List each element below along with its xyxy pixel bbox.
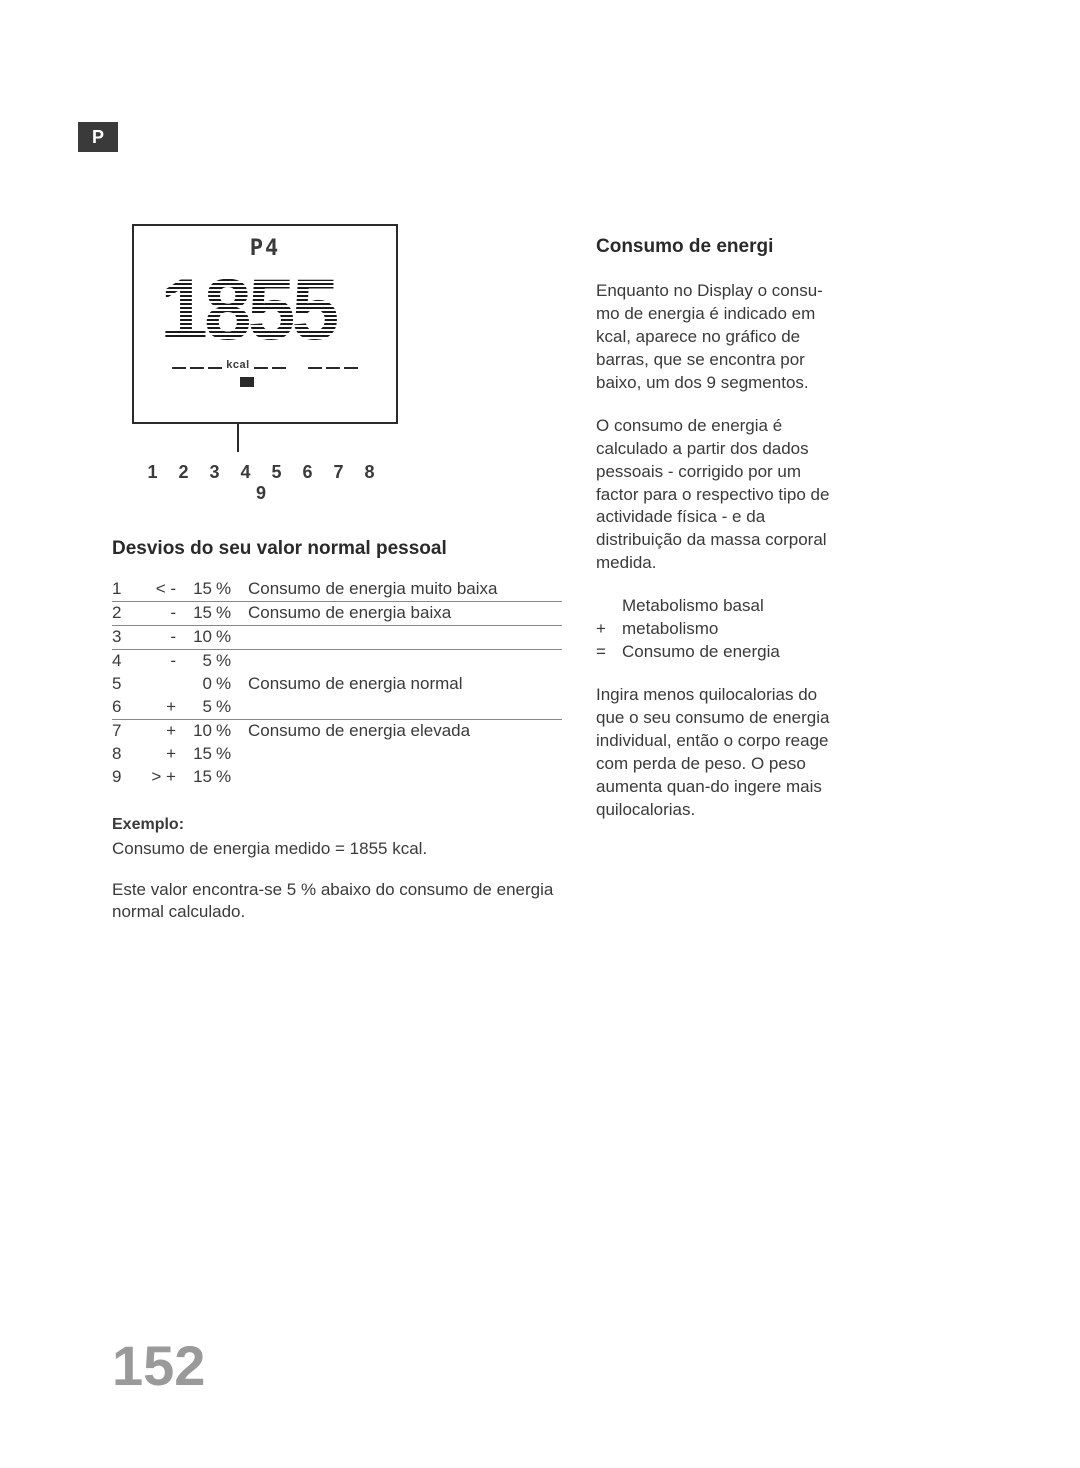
right-column: Consumo de energi Enquanto no Display o … (596, 236, 836, 842)
display-mode-label: P4 (134, 236, 396, 261)
row-description (240, 650, 562, 673)
deviation-heading: Desvios do seu valor normal pessoal (112, 538, 562, 560)
row-index: 7 (112, 720, 138, 743)
display-pointer (237, 422, 239, 452)
row-number: 0 (180, 673, 212, 696)
table-row: 2-15%Consumo de energia baixa (112, 602, 562, 626)
row-number: 15 (180, 766, 212, 789)
right-heading: Consumo de energi (596, 236, 836, 258)
row-percent: % (212, 766, 240, 789)
language-badge: P (78, 122, 118, 152)
row-percent: % (212, 578, 240, 601)
right-paragraph-2: O consumo de energia é calculado a parti… (596, 415, 836, 576)
row-sign: > + (138, 766, 180, 789)
row-number: 10 (180, 626, 212, 649)
row-sign (138, 673, 180, 696)
row-description: Consumo de energia baixa (240, 602, 562, 625)
row-description (240, 696, 562, 719)
row-percent: % (212, 602, 240, 625)
row-percent: % (212, 720, 240, 743)
display-value: 1855 (134, 267, 396, 353)
table-row: 9> +15% (112, 766, 562, 789)
row-description: Consumo de energia muito baixa (240, 578, 562, 601)
row-percent: % (212, 673, 240, 696)
segment-numbers: 1 2 3 4 5 6 7 8 9 (132, 462, 398, 504)
row-description: Consumo de energia elevada (240, 720, 562, 743)
example-line1: Consumo de energia medido = 1855 kcal. (112, 838, 562, 860)
display-bar-top: kcal (134, 359, 396, 371)
table-row: 6+5% (112, 696, 562, 720)
table-row: 1< -15%Consumo de energia muito baixa (112, 578, 562, 602)
row-sign: - (138, 602, 180, 625)
filled-segment (240, 377, 254, 387)
row-number: 15 (180, 578, 212, 601)
row-number: 5 (180, 696, 212, 719)
row-index: 1 (112, 578, 138, 601)
row-sign: + (138, 696, 180, 719)
row-index: 3 (112, 626, 138, 649)
deviation-table: 1< -15%Consumo de energia muito baixa2-1… (112, 578, 562, 788)
row-index: 9 (112, 766, 138, 789)
row-number: 15 (180, 743, 212, 766)
row-index: 4 (112, 650, 138, 673)
row-number: 10 (180, 720, 212, 743)
row-description: Consumo de energia normal (240, 673, 562, 696)
example-label: Exemplo: (112, 816, 562, 834)
row-description (240, 766, 562, 789)
table-row: 8+15% (112, 743, 562, 766)
formula-op-3: = (596, 641, 622, 664)
formula-op-2: + (596, 618, 622, 641)
formula-text-1: Metabolismo basal (622, 595, 764, 618)
row-percent: % (212, 696, 240, 719)
row-description (240, 626, 562, 649)
display-bar-segments (134, 377, 396, 387)
table-row: 4-5% (112, 650, 562, 673)
formula-text-3: Consumo de energia (622, 641, 780, 664)
row-number: 15 (180, 602, 212, 625)
page-number: 152 (112, 1333, 205, 1398)
row-percent: % (212, 650, 240, 673)
formula-op-1 (596, 595, 622, 618)
row-index: 5 (112, 673, 138, 696)
row-index: 8 (112, 743, 138, 766)
table-row: 7+10%Consumo de energia elevada (112, 720, 562, 743)
row-percent: % (212, 626, 240, 649)
right-paragraph-1: Enquanto no Display o consu-mo de energi… (596, 280, 836, 395)
row-sign: - (138, 650, 180, 673)
row-sign: < - (138, 578, 180, 601)
row-index: 6 (112, 696, 138, 719)
row-sign: + (138, 720, 180, 743)
right-paragraph-3: Ingira menos quilocalorias do que o seu … (596, 684, 836, 822)
row-index: 2 (112, 602, 138, 625)
row-sign: + (138, 743, 180, 766)
table-row: 5 0%Consumo de energia normal (112, 673, 562, 696)
formula-block: Metabolismo basal +metabolismo =Consumo … (596, 595, 836, 664)
row-percent: % (212, 743, 240, 766)
table-row: 3-10% (112, 626, 562, 650)
display-unit: kcal (226, 359, 249, 371)
row-number: 5 (180, 650, 212, 673)
row-description (240, 743, 562, 766)
left-column: P4 1855 kcal (112, 224, 562, 923)
row-sign: - (138, 626, 180, 649)
example-line2: Este valor encontra-se 5 % abaixo do con… (112, 879, 562, 923)
formula-text-2: metabolismo (622, 618, 718, 641)
device-display: P4 1855 kcal (132, 224, 398, 424)
